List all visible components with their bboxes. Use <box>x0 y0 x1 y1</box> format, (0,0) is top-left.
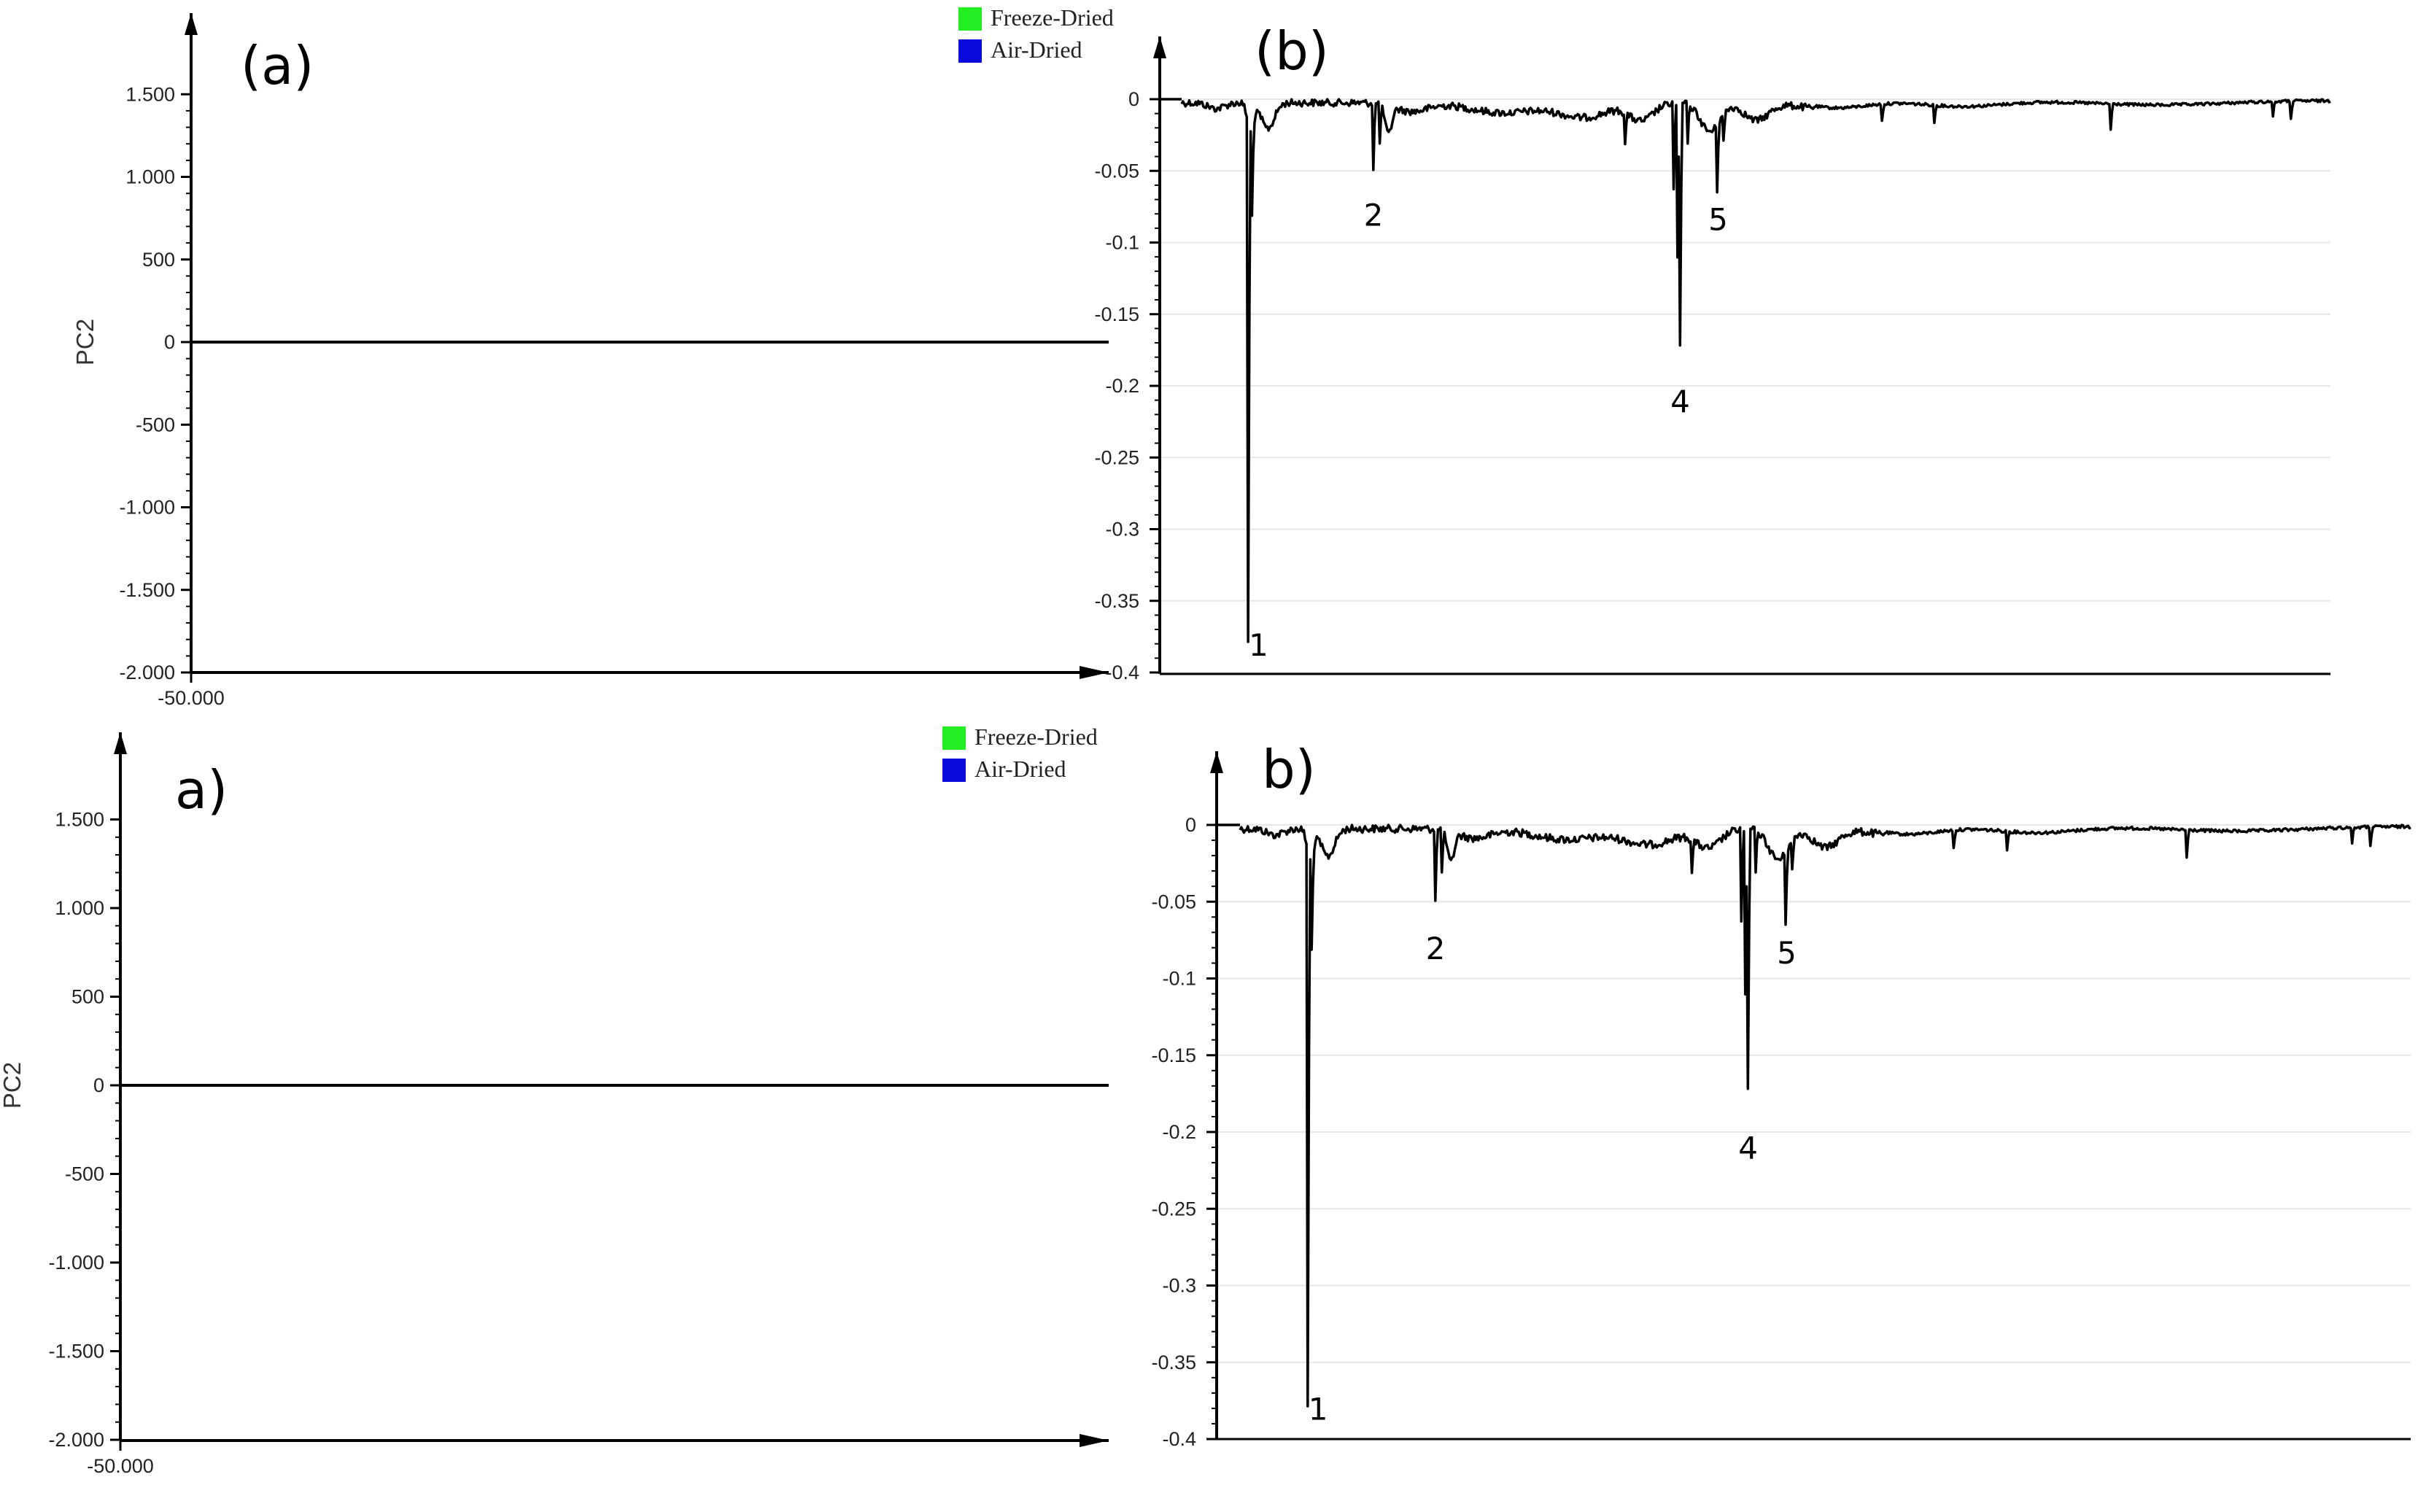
y-tick-label: 0 <box>1128 88 1139 110</box>
peak-label-2: 2 <box>1364 197 1384 233</box>
y-axis-arrow <box>1153 36 1166 58</box>
y-tick-label: -2.000 <box>119 662 175 683</box>
loading-panel-bottom: -0.4 -0.35 -0.3 -0.25 -0.2 -0.15 -0.1 -0.05 0 1 2 4… <box>1151 739 2411 1450</box>
y-tick-label: -1.000 <box>119 497 175 519</box>
peak-label-2: 2 <box>1426 931 1446 966</box>
y-tick-label: -0.1 <box>1162 968 1196 990</box>
y-axis-arrow <box>1210 751 1223 773</box>
y-tick-label: -0.2 <box>1105 375 1139 397</box>
y-tick-label: 0 <box>93 1074 104 1096</box>
peak-label-4: 4 <box>1670 384 1690 419</box>
y-tick-label: 1.000 <box>55 897 104 919</box>
panel-label: (b) <box>1255 20 1329 82</box>
y-tick-label: 0 <box>1185 814 1196 836</box>
legend-swatch-freeze-dried <box>942 726 966 750</box>
y-tick-label: -0.05 <box>1094 160 1139 182</box>
y-axis-arrow <box>114 732 127 754</box>
y-tick-label: -500 <box>136 414 175 435</box>
legend-label-freeze-dried: Freeze-Dried <box>991 4 1114 31</box>
y-axis-arrow <box>185 13 198 35</box>
legend-swatch-air-dried <box>942 759 966 782</box>
x-axis-arrow <box>1080 1434 1109 1447</box>
y-tick-label: 1.000 <box>125 166 175 188</box>
y-tick-label: 1.500 <box>125 83 175 105</box>
peak-label-4: 4 <box>1738 1131 1758 1166</box>
y-tick-label: -0.4 <box>1105 662 1139 683</box>
y-tick-label: -0.3 <box>1162 1275 1196 1297</box>
loading-line <box>1180 98 2331 643</box>
y-tick-label: -1.500 <box>119 579 175 601</box>
panel-label: b) <box>1262 739 1316 800</box>
x-tick-label: -50.000 <box>158 687 225 709</box>
y-tick-label: -2.000 <box>48 1429 104 1451</box>
y-tick-label: -1.000 <box>48 1252 104 1273</box>
y-tick-label: -0.35 <box>1094 590 1139 612</box>
y-tick-label: -0.4 <box>1162 1428 1196 1450</box>
legend-swatch-freeze-dried <box>958 7 982 31</box>
y-tick-label: -500 <box>65 1163 104 1185</box>
scatter-panel-top: -2.000 -1.500 -1.000 -500 0 500 1.000 1.500 -50.… <box>71 4 1114 709</box>
y-tick-label: -0.1 <box>1105 232 1139 254</box>
panel-label: a) <box>175 759 228 821</box>
y-tick-label: 1.500 <box>55 809 104 831</box>
y-tick-label: -0.2 <box>1162 1121 1196 1143</box>
y-tick-label: -1.500 <box>48 1341 104 1362</box>
peak-label-1: 1 <box>1309 1391 1328 1427</box>
legend-label-air-dried: Air-Dried <box>991 36 1082 63</box>
y-tick-label: 0 <box>164 331 175 353</box>
peak-label-1: 1 <box>1249 627 1268 663</box>
y-tick-label: -0.3 <box>1105 519 1139 540</box>
legend-swatch-air-dried <box>958 39 982 63</box>
peak-label-5: 5 <box>1777 935 1797 971</box>
x-axis-arrow <box>1080 666 1109 679</box>
scatter-panel-bottom: -2.000 -1.500 -1.000 -500 0 500 1.000 1.500 -50.… <box>0 724 1109 1477</box>
peak-label-5: 5 <box>1708 201 1728 237</box>
loading-line <box>1239 823 2411 1408</box>
y-tick-label: 500 <box>142 249 175 271</box>
x-tick-label: -50.000 <box>87 1455 154 1477</box>
y-tick-label: -0.25 <box>1151 1198 1196 1220</box>
legend-label-air-dried: Air-Dried <box>974 756 1066 782</box>
y-tick-label: -0.05 <box>1151 891 1196 912</box>
loading-panel-top: -0.4 -0.35 -0.3 -0.25 -0.2 -0.15 -0.1 -0.05 0 1 2 4… <box>1094 20 2331 683</box>
y-tick-label: -0.35 <box>1151 1352 1196 1373</box>
y-tick-label: -0.15 <box>1094 303 1139 325</box>
y-tick-label: -0.25 <box>1094 446 1139 468</box>
y-tick-label: -0.15 <box>1151 1044 1196 1066</box>
panel-label: (a) <box>241 35 314 96</box>
y-axis-label: PC2 <box>0 1062 26 1109</box>
legend-label-freeze-dried: Freeze-Dried <box>974 724 1098 750</box>
y-tick-label: 500 <box>71 986 104 1008</box>
y-axis-label: PC2 <box>71 319 98 365</box>
